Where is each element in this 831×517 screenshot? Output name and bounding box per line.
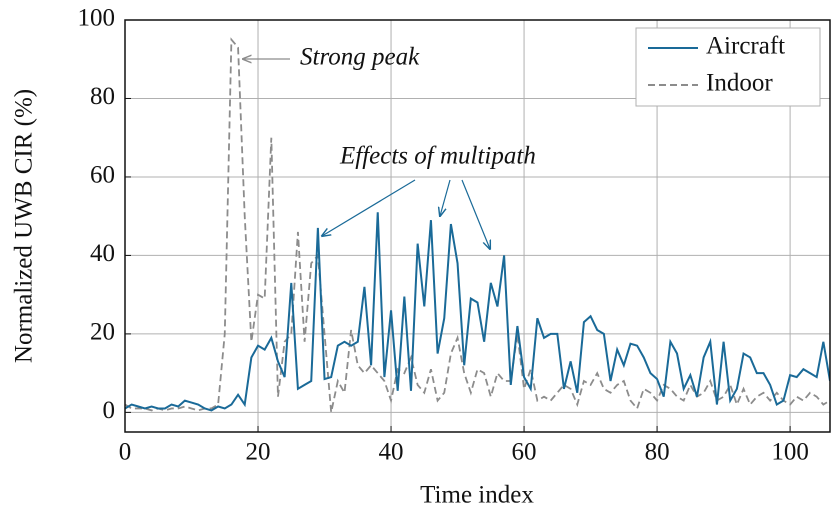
- y-tick-label: 20: [90, 319, 115, 346]
- y-tick-label: 0: [103, 397, 116, 424]
- annotation: Effects of multipath: [339, 143, 536, 170]
- y-tick-label: 60: [90, 162, 115, 189]
- plot-frame: [124, 19, 831, 433]
- x-tick-label: 80: [645, 439, 670, 466]
- x-axis-label: Time index: [420, 482, 534, 509]
- series-line: [125, 37, 830, 413]
- y-tick-label: 40: [90, 240, 115, 267]
- y-tick-label: 100: [78, 5, 116, 32]
- x-tick-label: 20: [246, 439, 271, 466]
- annotation-arrow: [440, 179, 451, 216]
- series-line: [125, 212, 830, 412]
- legend-label: Aircraft: [706, 33, 785, 60]
- x-tick-label: 0: [119, 439, 132, 466]
- legend-box: [635, 27, 821, 107]
- x-tick-label: 60: [512, 439, 537, 466]
- x-tick-label: 40: [379, 439, 404, 466]
- legend-label: Indoor: [706, 70, 773, 97]
- annotation-arrow: [322, 179, 416, 236]
- annotation: Strong peak: [300, 44, 420, 71]
- y-axis-label: Normalized UWB CIR (%): [11, 89, 38, 363]
- annotation-arrow: [461, 179, 490, 249]
- x-tick-label: 100: [771, 439, 809, 466]
- y-tick-label: 80: [90, 83, 115, 110]
